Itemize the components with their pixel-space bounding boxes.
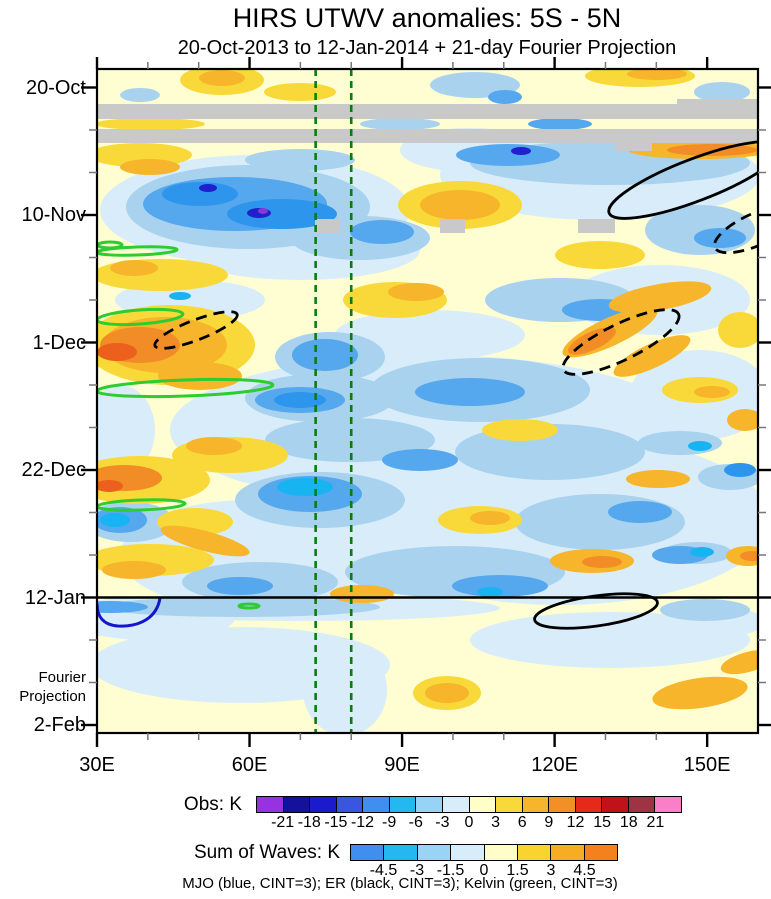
waves-colorbar: [350, 844, 618, 861]
colorbar-tick-label: 15: [593, 814, 612, 831]
colorbar-cell: [522, 797, 550, 812]
colorbar-cell: [551, 845, 585, 860]
x-axis-tick-label: 60E: [231, 754, 268, 776]
colorbar-cell: [628, 797, 656, 812]
y-axis-tick-label: 22-Dec: [21, 459, 86, 481]
x-axis-tick-label: 90E: [384, 754, 420, 776]
er-contour-positive: [533, 592, 659, 630]
colorbar-tick-label: 9: [544, 814, 554, 831]
colorbar-tick-label: -3: [409, 862, 425, 879]
mjo-contour: [97, 597, 162, 628]
y-axis-tick-label: 12-Jan: [24, 586, 86, 609]
colorbar-cell: [655, 797, 681, 812]
colorbar-tick-label: 6: [517, 814, 527, 831]
colorbar-cell: [417, 845, 452, 860]
colorbar-tick-label: 4.5: [573, 862, 596, 879]
colorbar-tick-label: -18: [297, 814, 321, 831]
colorbar-cell: [584, 845, 617, 860]
colorbar-cell: [575, 797, 603, 812]
colorbar-cell: [549, 797, 576, 812]
colorbar-tick-label: -15: [324, 814, 348, 831]
colorbar-tick-label: -6: [408, 814, 423, 831]
y-axis-tick-label: 2-Feb: [33, 714, 86, 736]
y-axis-tick-label: 1-Dec: [32, 331, 86, 354]
fourier-projection-label: Fourier: [38, 669, 86, 686]
waves-colorbar-label: Sum of Waves: K: [193, 842, 340, 863]
contour-legend-footnote: MJO (blue, CINT=3); ER (black, CINT=3); …: [182, 875, 618, 892]
colorbar-tick-label: 3: [491, 814, 501, 831]
obs-colorbar: [256, 796, 682, 813]
colorbar-tick-label: -1.5: [436, 862, 465, 879]
colorbar-cell: [310, 797, 337, 812]
colorbar-cell: [336, 797, 364, 812]
colorbar-cell: [384, 845, 418, 860]
colorbar-tick-label: -21: [271, 814, 295, 831]
colorbar-tick-label: 18: [619, 814, 638, 831]
colorbar-cell: [363, 797, 390, 812]
colorbar-tick-label: 0: [479, 862, 489, 879]
page-title: HIRS UTWV anomalies: 5S - 5N: [232, 3, 622, 33]
colorbar-cell: [389, 797, 417, 812]
y-axis-tick-label: 10-Nov: [21, 204, 86, 226]
colorbar-cell: [442, 797, 470, 812]
obs-colorbar-label: Obs: K: [183, 794, 242, 815]
x-axis-tick-label: 150E: [683, 754, 731, 776]
colorbar-cell: [469, 797, 497, 812]
colorbar-tick-label: 3: [546, 862, 556, 879]
colorbar-cell: [484, 845, 518, 860]
anomaly-field: [97, 69, 758, 733]
y-axis-tick-label: 20-Oct: [25, 76, 86, 99]
er-contour-negative: [561, 308, 681, 376]
colorbar-tick-label: -9: [382, 814, 397, 831]
colorbar-cell: [602, 797, 629, 812]
kelvin-contour: [237, 602, 261, 610]
colorbar-cell: [257, 797, 284, 812]
colorbar-tick-label: -3: [435, 814, 450, 831]
subtitle: 20-Oct-2013 to 12-Jan-2014 + 21-day Four…: [177, 37, 677, 59]
missing-data-stripes: [97, 99, 758, 233]
colorbar-tick-label: -12: [350, 814, 375, 831]
colorbar-tick-label: 0: [464, 814, 474, 831]
colorbar-cell: [416, 797, 443, 812]
colorbar-tick-label: 12: [566, 814, 585, 831]
er-contour-negative: [713, 203, 758, 255]
axes: [81, 57, 771, 747]
x-axis-tick-label: 30E: [79, 754, 115, 776]
fourier-projection-label: Projection: [19, 688, 86, 705]
colorbar-cell: [451, 845, 485, 860]
x-axis-tick-label: 120E: [531, 754, 578, 776]
colorbar-cell: [351, 845, 385, 860]
colorbar-tick-label: 1.5: [506, 862, 529, 879]
colorbar-cell: [517, 845, 552, 860]
colorbar-cell: [496, 797, 523, 812]
er-contour-negative: [153, 310, 239, 350]
colorbar-tick-label: -4.5: [369, 862, 398, 879]
colorbar-cell: [283, 797, 311, 812]
colorbar-tick-label: 21: [646, 814, 665, 831]
er-contour-positive: [607, 140, 758, 220]
